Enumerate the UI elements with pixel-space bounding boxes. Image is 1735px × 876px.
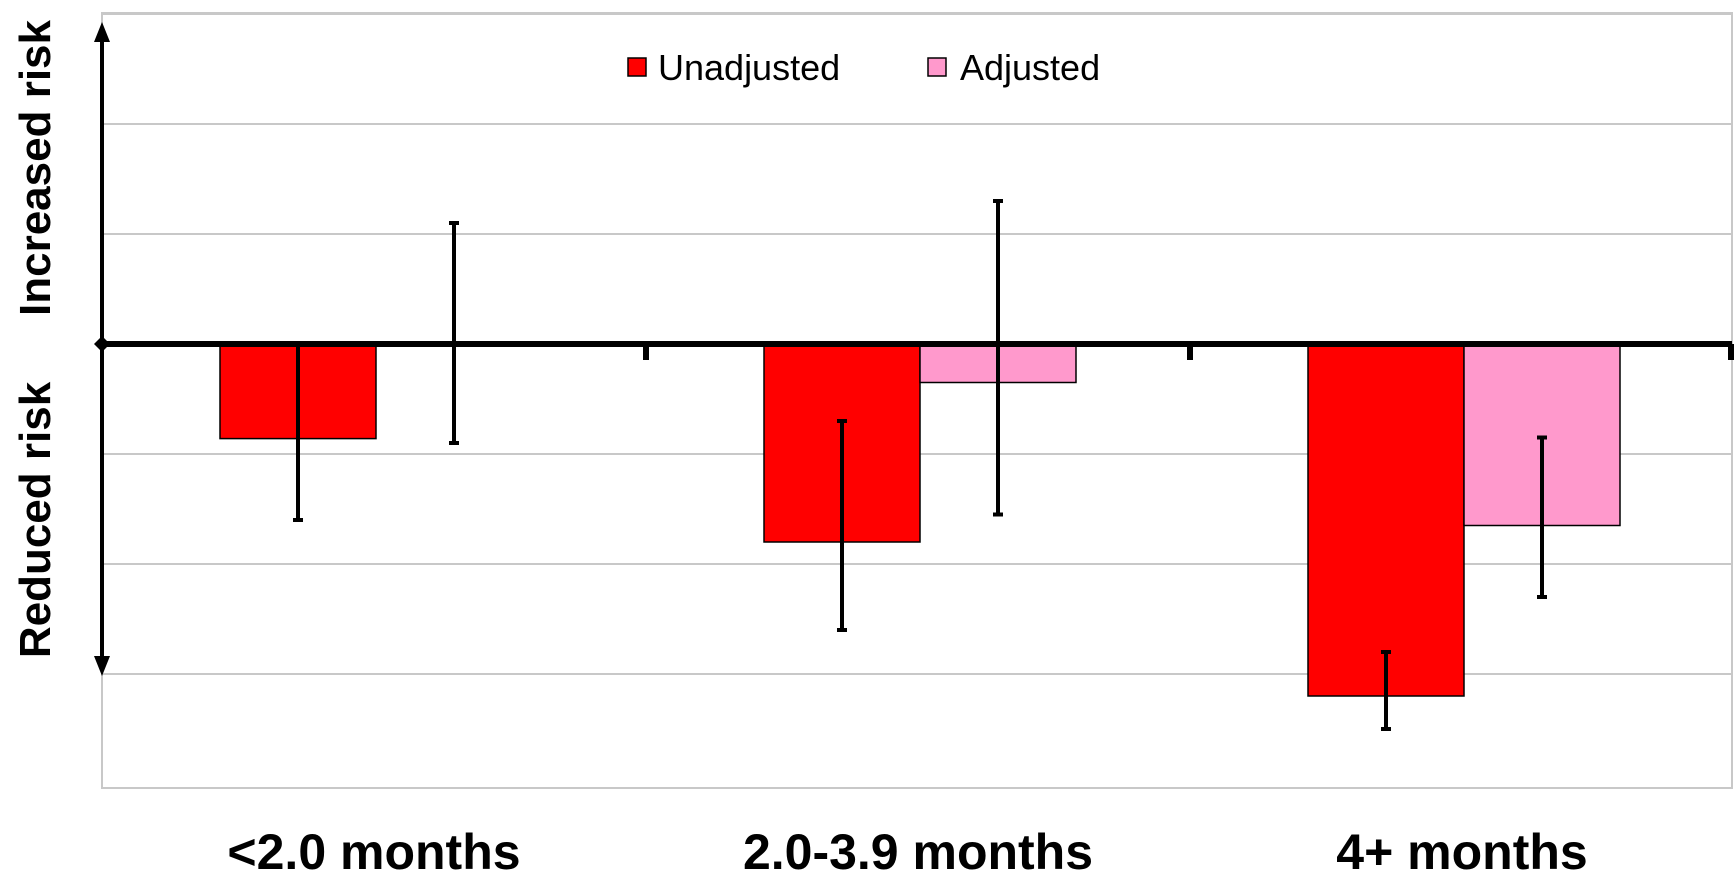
error-bars [293,199,1547,731]
legend-label-unadjusted: Unadjusted [658,47,840,88]
legend-swatch-adjusted [927,57,947,77]
x-tick-label-lt2: <2.0 months [227,824,520,876]
y-annotation-reduced-risk: Reduced risk [11,381,60,658]
up-arrow-icon [94,22,110,42]
down-arrow-icon [94,656,110,676]
legend-label-adjusted: Adjusted [960,47,1100,88]
x-tick-labels: <2.0 months 2.0-3.9 months 4+ months [227,824,1587,876]
x-tick-label-2to39: 2.0-3.9 months [743,824,1093,876]
legend-swatch-unadjusted [627,57,647,77]
x-tick-label-4plus: 4+ months [1336,824,1587,876]
bar-unadjusted-2 [1307,343,1465,697]
axes [94,22,1734,676]
axis-origin-marker [94,336,110,352]
legend: Unadjusted Adjusted [627,47,1100,88]
y-annotation-increased-risk: Increased risk [11,19,60,315]
